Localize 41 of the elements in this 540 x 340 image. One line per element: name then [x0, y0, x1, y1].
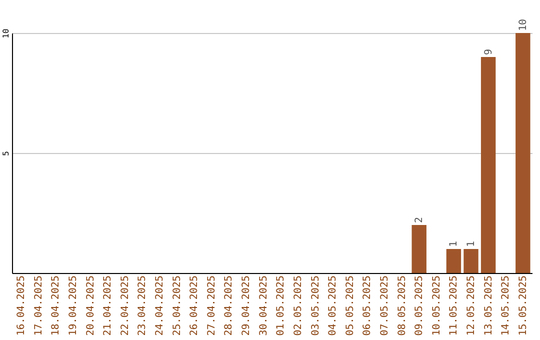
x-tick-label: 18.04.2025 — [50, 276, 62, 336]
x-tick-label: 23.04.2025 — [137, 276, 148, 336]
x-tick-label: 16.04.2025 — [16, 276, 28, 336]
x-tick-label: 01.05.2025 — [276, 276, 287, 336]
x-tick-label: 25.04.2025 — [172, 276, 183, 336]
x-tick-label: 07.05.2025 — [379, 276, 390, 336]
x-tick-label: 24.04.2025 — [154, 276, 166, 336]
bar — [446, 249, 462, 273]
bar — [516, 33, 530, 273]
x-tick-label: 15.05.2025 — [518, 276, 529, 336]
x-tick-label: 29.04.2025 — [241, 276, 252, 336]
data-label: 10 — [518, 18, 529, 31]
x-tick-label: 05.05.2025 — [344, 276, 356, 336]
x-tick-label: 27.04.2025 — [206, 276, 218, 336]
x-tick-label: 28.04.2025 — [224, 276, 235, 336]
x-tick-label: 19.04.2025 — [68, 276, 79, 336]
x-tick-label: 13.05.2025 — [483, 276, 494, 336]
x-tick-label: 17.04.2025 — [33, 276, 44, 336]
x-tick-label: 22.04.2025 — [120, 276, 131, 336]
x-tick-label: 10.05.2025 — [431, 276, 442, 336]
y-tick-label: 5 — [2, 150, 10, 156]
x-tick-label: 21.04.2025 — [102, 276, 114, 336]
bar — [464, 249, 478, 273]
x-tick-label: 12.05.2025 — [466, 276, 477, 336]
x-tick-label: 20.04.2025 — [85, 276, 96, 336]
data-label: 1 — [466, 240, 477, 247]
data-label: 2 — [414, 216, 426, 223]
x-tick-label: 09.05.2025 — [414, 276, 426, 336]
x-tick-label: 06.05.2025 — [362, 276, 374, 336]
data-label: 9 — [483, 48, 494, 55]
data-label: 1 — [448, 240, 460, 247]
x-tick-label: 04.05.2025 — [328, 276, 339, 336]
x-tick-label: 30.04.2025 — [258, 276, 270, 336]
x-tick-label: 08.05.2025 — [396, 276, 408, 336]
x-tick-label: 03.05.2025 — [310, 276, 322, 336]
bar — [480, 57, 496, 273]
x-tick-label: 11.05.2025 — [448, 276, 460, 336]
bar — [412, 225, 426, 273]
x-tick-label: 26.04.2025 — [189, 276, 200, 336]
x-tick-label: 02.05.2025 — [292, 276, 304, 336]
x-tick-label: 14.05.2025 — [500, 276, 512, 336]
